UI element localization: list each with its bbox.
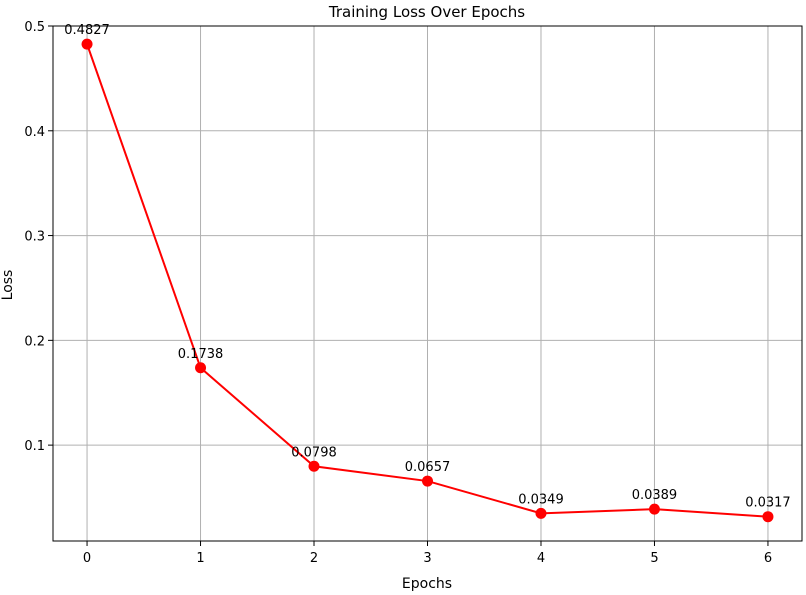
x-tick-label: 3 bbox=[423, 551, 431, 566]
data-points bbox=[81, 38, 774, 523]
data-label: 0.0349 bbox=[518, 492, 564, 507]
x-tick-label: 6 bbox=[764, 551, 772, 566]
data-point bbox=[648, 503, 660, 515]
data-label: 0.0657 bbox=[405, 460, 451, 475]
y-tick-label: 0.4 bbox=[24, 125, 45, 140]
data-labels: 0.4827 0.1738 0.0798 0.0657 0.0349 0.0389 0.03… bbox=[64, 23, 790, 511]
data-label: 0.1738 bbox=[178, 347, 224, 362]
data-label: 0.4827 bbox=[64, 23, 110, 38]
y-tick-label: 0.5 bbox=[24, 20, 45, 35]
y-tick-label: 0.3 bbox=[24, 230, 45, 245]
data-point bbox=[762, 511, 774, 523]
chart-title: Training Loss Over Epochs bbox=[328, 3, 525, 21]
y-axis-label: Loss bbox=[0, 270, 16, 301]
data-label: 0.0389 bbox=[632, 488, 678, 503]
x-tick-label: 1 bbox=[196, 551, 204, 566]
x-tick-label: 4 bbox=[537, 551, 545, 566]
axis-ticks: 0 1 2 3 4 5 6 0.1 0.2 0.3 0.4 0.5 bbox=[24, 20, 772, 566]
plot-frame bbox=[52, 25, 803, 542]
x-tick-label: 2 bbox=[310, 551, 318, 566]
x-tick-label: 5 bbox=[650, 551, 658, 566]
y-tick-label: 0.1 bbox=[24, 439, 45, 454]
data-label: 0.0317 bbox=[745, 496, 791, 511]
data-point bbox=[195, 362, 207, 374]
x-axis-label: Epochs bbox=[402, 576, 452, 592]
data-point bbox=[535, 507, 547, 519]
data-point bbox=[81, 38, 93, 50]
data-point bbox=[422, 475, 433, 487]
y-tick-label: 0.2 bbox=[24, 334, 45, 349]
data-label: 0.0798 bbox=[291, 445, 337, 460]
x-tick-label: 0 bbox=[83, 551, 91, 566]
data-point bbox=[308, 460, 320, 472]
